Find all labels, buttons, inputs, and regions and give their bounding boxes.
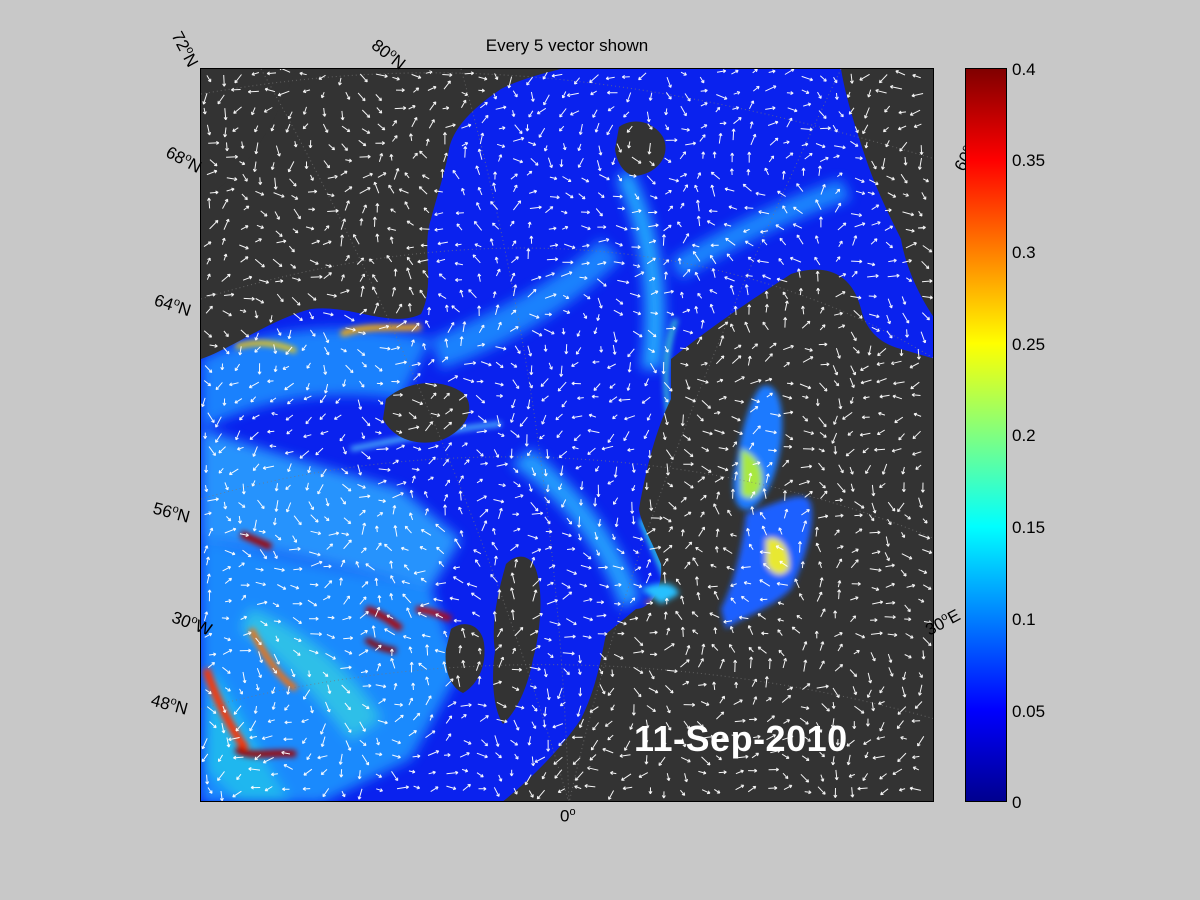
lat-label-72n: 72oN [167, 28, 202, 71]
colorbar [965, 68, 1007, 802]
scandinavia [503, 269, 933, 801]
colorbar-tick-0.1: 0.1 [1012, 610, 1036, 629]
vector-arrows [201, 69, 933, 801]
speed-field [201, 169, 851, 801]
current-speed-map [201, 69, 933, 801]
colorbar-tick-0.35: 0.35 [1012, 151, 1046, 170]
graticule [201, 69, 933, 801]
lon-label-0: 0o [560, 806, 576, 826]
map-title: Every 5 vector shown [485, 36, 649, 55]
lat-label-48n: 48oN [148, 690, 190, 719]
colorbar-tick-0.4: 0.4 [1012, 60, 1036, 79]
greenland [201, 69, 561, 359]
lat-label-56n: 56oN [150, 498, 192, 527]
svalbard [615, 121, 666, 176]
colorbar-tick-0: 0 [1012, 793, 1022, 812]
colorbar-tick-0.25: 0.25 [1012, 335, 1046, 354]
baltic-sea [641, 385, 812, 629]
british-isles [493, 556, 541, 724]
lat-label-64n: 64oN [151, 290, 194, 321]
colorbar-tick-0.05: 0.05 [1012, 702, 1046, 721]
lat-label-68n: 68oN [162, 142, 205, 177]
date-stamp: 11-Sep-2010 [634, 718, 848, 759]
colorbar-tick-0.2: 0.2 [1012, 426, 1036, 445]
map-panel[interactable] [200, 68, 934, 802]
iceland [383, 382, 470, 443]
land [201, 69, 933, 801]
colorbar-tick-0.15: 0.15 [1012, 518, 1046, 537]
colorbar-tick-0.3: 0.3 [1012, 243, 1036, 262]
current-vectors [201, 69, 933, 801]
ireland [445, 624, 485, 693]
canada-arctic [201, 69, 296, 209]
